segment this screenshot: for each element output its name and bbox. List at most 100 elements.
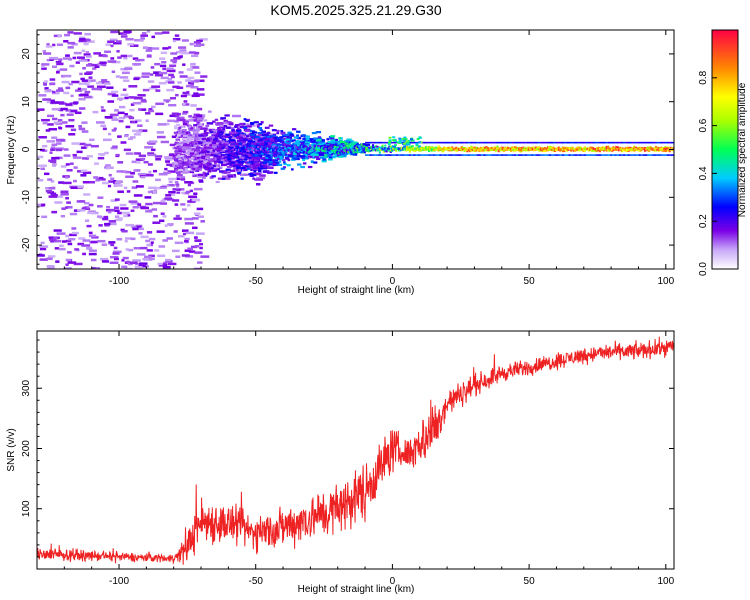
spectrogram-cell	[279, 153, 283, 156]
spectrogram-cell	[165, 258, 172, 262]
spectrogram-cell	[471, 146, 474, 149]
spectrogram-cell	[586, 148, 589, 151]
spectrogram-cell	[441, 148, 444, 151]
spectrogram-cell	[229, 140, 235, 143]
spectrogram-cell	[215, 153, 222, 156]
spectrogram-cell	[437, 145, 440, 148]
spectrogram-cell	[67, 31, 74, 34]
spectrogram-cell	[110, 90, 119, 94]
spectrogram-cell	[143, 160, 149, 164]
spectrogram-cell	[417, 145, 421, 148]
spectrogram-cell	[195, 93, 205, 96]
spectrogram-cell	[62, 181, 72, 185]
spectrogram-cell	[122, 88, 127, 92]
spectrogram-cell	[194, 51, 200, 55]
spectrogram-ylabel: Frequency (Hz)	[6, 116, 17, 185]
spectrogram-cell	[371, 148, 375, 151]
spectrogram-cell	[422, 148, 425, 151]
spectrogram-cell	[561, 150, 565, 153]
spectrogram-cell	[627, 154, 631, 156]
spectrogram-cell	[78, 127, 86, 131]
spectrogram-cell	[189, 165, 195, 168]
spectrogram-cell	[183, 100, 188, 103]
spectrogram-cell	[246, 142, 251, 145]
spectrogram-cell	[602, 148, 606, 151]
spectrogram-cell	[193, 164, 199, 168]
spectrogram-cell	[235, 149, 238, 152]
spectrogram-cell	[140, 175, 146, 179]
spectrogram-cell	[161, 61, 167, 64]
spectrogram-cell	[450, 154, 453, 156]
spectrogram-cell	[467, 154, 471, 156]
spectrogram-cell	[304, 157, 309, 160]
spectrogram-cell	[531, 154, 534, 156]
spectrogram-cell	[491, 141, 495, 144]
spectrogram-cell	[204, 167, 209, 171]
spectrogram-cell	[423, 147, 427, 150]
spectrogram-cell	[341, 150, 345, 153]
spectrogram-cell	[664, 141, 668, 144]
spectrogram-cell	[245, 153, 249, 156]
spectrogram-cell	[235, 145, 238, 148]
spectrogram-cell	[434, 148, 437, 151]
spectrogram-cell	[243, 126, 247, 129]
spectrogram-cell	[107, 40, 115, 43]
spectrogram-cell	[200, 155, 205, 158]
spectrogram-cell	[647, 154, 650, 156]
spectrogram-cell	[139, 58, 145, 62]
spectrogram-cell	[116, 238, 123, 241]
spectrogram-cell	[188, 170, 195, 174]
spectrogram-cell	[389, 146, 392, 149]
spectrogram-cell	[360, 149, 364, 152]
spectrogram-cell	[280, 167, 286, 170]
figure-title: KOM5.2025.325.21.29.G30	[270, 2, 442, 18]
spectrogram-cell	[61, 207, 66, 210]
spectrogram-cell	[187, 170, 190, 173]
spectrogram-cell	[252, 130, 256, 133]
spectrogram-cell	[255, 149, 258, 152]
spectrogram-cell	[489, 154, 493, 156]
spectrogram-cell	[328, 150, 331, 153]
spectrogram-cell	[175, 134, 179, 137]
spectrogram-cell	[477, 149, 480, 152]
spectrogram-cell	[335, 153, 338, 156]
spectrogram-cell	[101, 109, 106, 112]
spectrogram-cell	[389, 154, 392, 156]
spectrogram-cell	[45, 189, 52, 193]
spectrogram-cell	[277, 143, 282, 146]
spectrogram-cell	[176, 86, 184, 90]
spectrogram-cell	[187, 183, 192, 187]
spectrogram-cell	[194, 71, 201, 74]
spectrogram-cell	[470, 148, 473, 151]
spectrogram-cell	[266, 154, 271, 157]
spectrogram-cell	[582, 149, 585, 152]
spectrogram-cell	[246, 123, 250, 126]
spectrogram-cell	[194, 149, 201, 152]
spectrogram-cell	[119, 105, 126, 109]
spectrogram-cell	[106, 205, 111, 209]
spectrogram-cell	[236, 136, 240, 139]
spectrogram-cell	[500, 154, 504, 156]
spectrogram-cell	[111, 129, 117, 132]
spectrogram-cell	[296, 146, 299, 149]
spectrogram-cell	[269, 145, 272, 148]
spectrogram-cell	[602, 146, 606, 149]
spectrogram-cell	[660, 141, 663, 144]
spectrogram-cell	[352, 146, 355, 149]
spectrogram-cell	[515, 146, 518, 149]
spectrogram-cell	[78, 142, 86, 146]
spectrogram-cell	[193, 92, 199, 95]
spectrogram-cell	[65, 239, 72, 243]
spectrogram-cell	[42, 144, 48, 148]
spectrogram-cell	[226, 147, 230, 150]
colorbar: 0.00.20.40.60.8 Normalized spectral ampl…	[698, 29, 748, 276]
spectrogram-cell	[126, 214, 131, 217]
spectrogram-cell	[572, 141, 576, 144]
spectrogram-cell	[380, 149, 383, 152]
spectrogram-cell	[43, 52, 52, 55]
spectrogram-cell	[168, 46, 172, 49]
spectrogram-cell	[265, 142, 268, 145]
spectrogram-cell	[211, 175, 216, 178]
spectrogram-cell	[385, 147, 388, 150]
spectrogram-cell	[661, 146, 664, 149]
